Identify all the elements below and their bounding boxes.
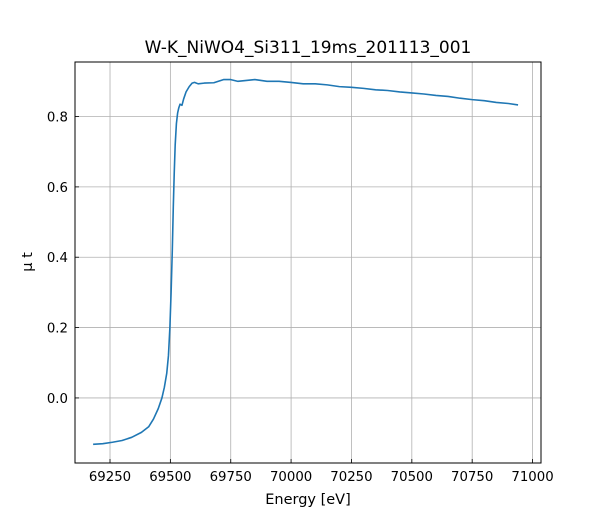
x-tick-label: 70750 <box>451 470 493 485</box>
y-tick-label: 0.4 <box>47 251 68 266</box>
y-tick-label: 0.8 <box>47 111 68 126</box>
grid <box>75 62 541 463</box>
x-tick-label: 71000 <box>511 470 553 485</box>
x-tick-label: 70500 <box>391 470 433 485</box>
y-tick-label: 0.0 <box>47 392 68 407</box>
x-tick-label: 70000 <box>270 470 312 485</box>
ticks: 69250 69500 69750 70000 70250 70500 70750 71000… <box>47 111 554 485</box>
x-axis-label: Energy [eV] <box>265 492 351 508</box>
chart-title: W-K_NiWO4_Si311_19ms_201113_001 <box>145 38 472 58</box>
series-layer <box>93 78 519 446</box>
y-axis-label: μ t <box>20 252 36 272</box>
y-tick-label: 0.2 <box>47 322 68 337</box>
x-tick-label: 69750 <box>210 470 252 485</box>
x-tick-label: 69500 <box>149 470 191 485</box>
y-tick-label: 0.6 <box>47 181 68 196</box>
x-tick-label: 69250 <box>89 470 131 485</box>
x-tick-label: 70250 <box>330 470 372 485</box>
plot-frame <box>74 61 542 464</box>
series-line <box>93 78 519 446</box>
